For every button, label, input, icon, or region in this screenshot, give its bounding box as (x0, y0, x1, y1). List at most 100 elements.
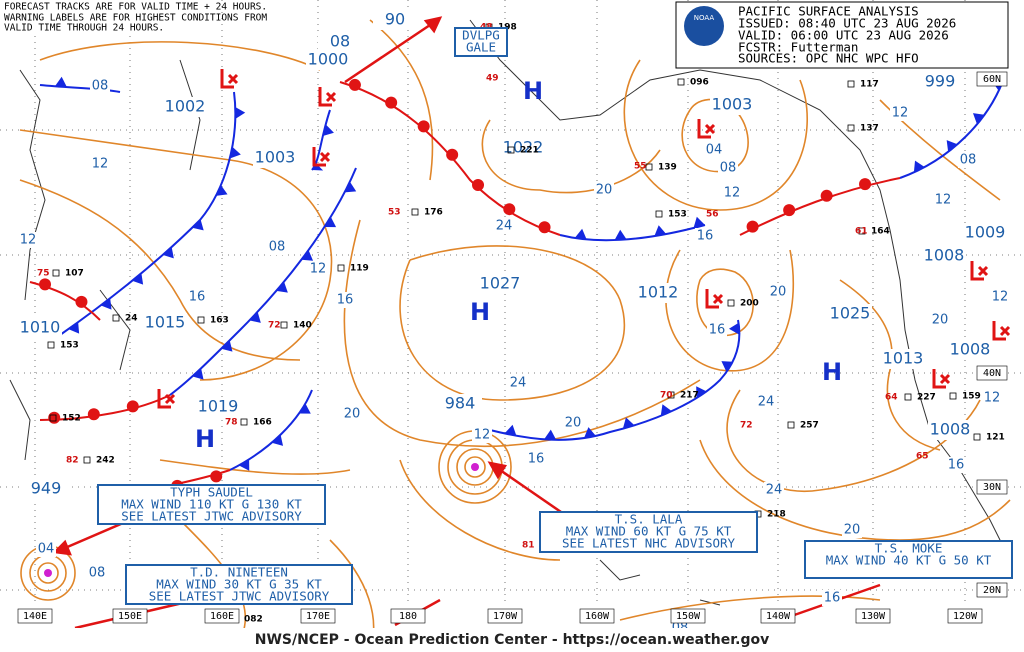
fronts (29, 74, 1006, 492)
station-pressure: 140 (293, 321, 312, 331)
station-temperature: 56 (706, 210, 719, 220)
front-marker (972, 113, 985, 125)
longitude-label: 170W (493, 611, 518, 622)
station-pressure: 200 (740, 299, 759, 309)
pressure-label: 1008 (924, 246, 965, 265)
label-bg (768, 284, 788, 300)
front-marker (162, 246, 174, 259)
front-marker (100, 298, 112, 310)
station-temperature: 65 (916, 452, 929, 462)
isobar-label: 12 (474, 428, 491, 443)
station-symbol (847, 80, 855, 88)
label-bg (946, 457, 966, 473)
coord-box (204, 608, 240, 624)
coord-box (670, 608, 706, 624)
label-bg (526, 451, 546, 467)
warning-text: DVLPG (462, 28, 500, 43)
coord-box (390, 608, 426, 624)
front-marker (192, 219, 204, 231)
isobar-label: 20 (844, 523, 861, 538)
label-bg (756, 394, 776, 410)
isobar-label: 08 (92, 79, 109, 94)
advisory-box (97, 484, 326, 525)
front-marker (574, 228, 587, 240)
station-temperature: 72 (740, 421, 753, 431)
front-marker (344, 181, 357, 193)
isobar-label: 20 (596, 183, 613, 198)
label-bg (707, 322, 727, 338)
station-pressure: 218 (767, 510, 786, 520)
isobar-label: 12 (20, 233, 37, 248)
station-pressure: 164 (871, 227, 890, 237)
label-bg (822, 590, 842, 606)
label-bg (438, 394, 482, 414)
coord-box (579, 608, 615, 624)
station-temperature: 72 (268, 321, 281, 331)
label-bg (187, 289, 207, 305)
label-bg (890, 105, 910, 121)
label-bg (990, 289, 1010, 305)
note-box (0, 0, 210, 33)
station-symbol (645, 163, 653, 171)
station-temperature: 53 (388, 208, 401, 218)
station-symbol (847, 124, 855, 132)
isobar-label: 12 (935, 193, 952, 208)
station-pressure: 163 (210, 316, 229, 326)
front-marker (693, 216, 705, 229)
station-temperature: 70 (660, 391, 673, 401)
front-marker (504, 424, 517, 436)
label-bg (36, 541, 56, 557)
front-marker (132, 273, 144, 285)
longitude-label: 160W (585, 611, 610, 622)
label-bg (933, 192, 953, 208)
low-center (970, 261, 989, 281)
high-center: H (822, 358, 842, 386)
front-marker (276, 281, 288, 293)
latitude-label: 20N (983, 585, 1001, 596)
coord-box (855, 608, 891, 624)
footer: NWS/NCEP - Ocean Prediction Center - htt… (255, 632, 770, 648)
isobar-label: 12 (984, 391, 1001, 406)
header-line: VALID: 06:00 UTC 23 AUG 2026 (738, 28, 949, 43)
front-marker (87, 408, 100, 421)
pressure-label: 1002 (165, 97, 206, 116)
warning-box (454, 27, 508, 57)
station-pressure: 121 (986, 433, 1005, 443)
label-bg (958, 152, 978, 168)
pressure-label: 1013 (883, 349, 924, 368)
tropical-symbols (44, 463, 479, 577)
longitude-label: 150E (118, 611, 142, 622)
advisory-box (125, 564, 353, 605)
front-marker (322, 124, 334, 137)
high-center: H (195, 425, 215, 453)
label-bg (881, 349, 925, 369)
pressure-label: 999 (925, 72, 956, 91)
station-symbol (949, 392, 957, 400)
footer-band (0, 628, 1024, 652)
low-center (932, 369, 951, 389)
pressure-label: 1008 (930, 420, 971, 439)
station-symbol (197, 316, 205, 324)
advisory-text: SEE LATEST JTWC ADVISORY (121, 509, 302, 524)
label-bg (718, 160, 738, 176)
station-symbol (973, 433, 981, 441)
front-marker (728, 322, 740, 335)
label-bg (143, 313, 187, 333)
front-marker (660, 404, 672, 416)
pressure-label: 1008 (950, 340, 991, 359)
station-symbol (677, 78, 685, 86)
label-bg (373, 10, 417, 30)
coord-box (760, 608, 796, 624)
label-bg (478, 274, 522, 294)
pressure-label: 1022 (503, 138, 544, 157)
coord-box (976, 365, 1008, 381)
pressure-label: 1010 (20, 318, 61, 337)
isobar-label: 24 (766, 483, 783, 498)
front-marker (417, 120, 430, 133)
header-line: FCSTR: Futterman (738, 40, 858, 55)
isobar-label: 16 (948, 458, 965, 473)
label-bg (710, 95, 754, 115)
label-bg (695, 228, 715, 244)
isobar-label: 20 (565, 416, 582, 431)
isobar-label: 24 (758, 395, 775, 410)
